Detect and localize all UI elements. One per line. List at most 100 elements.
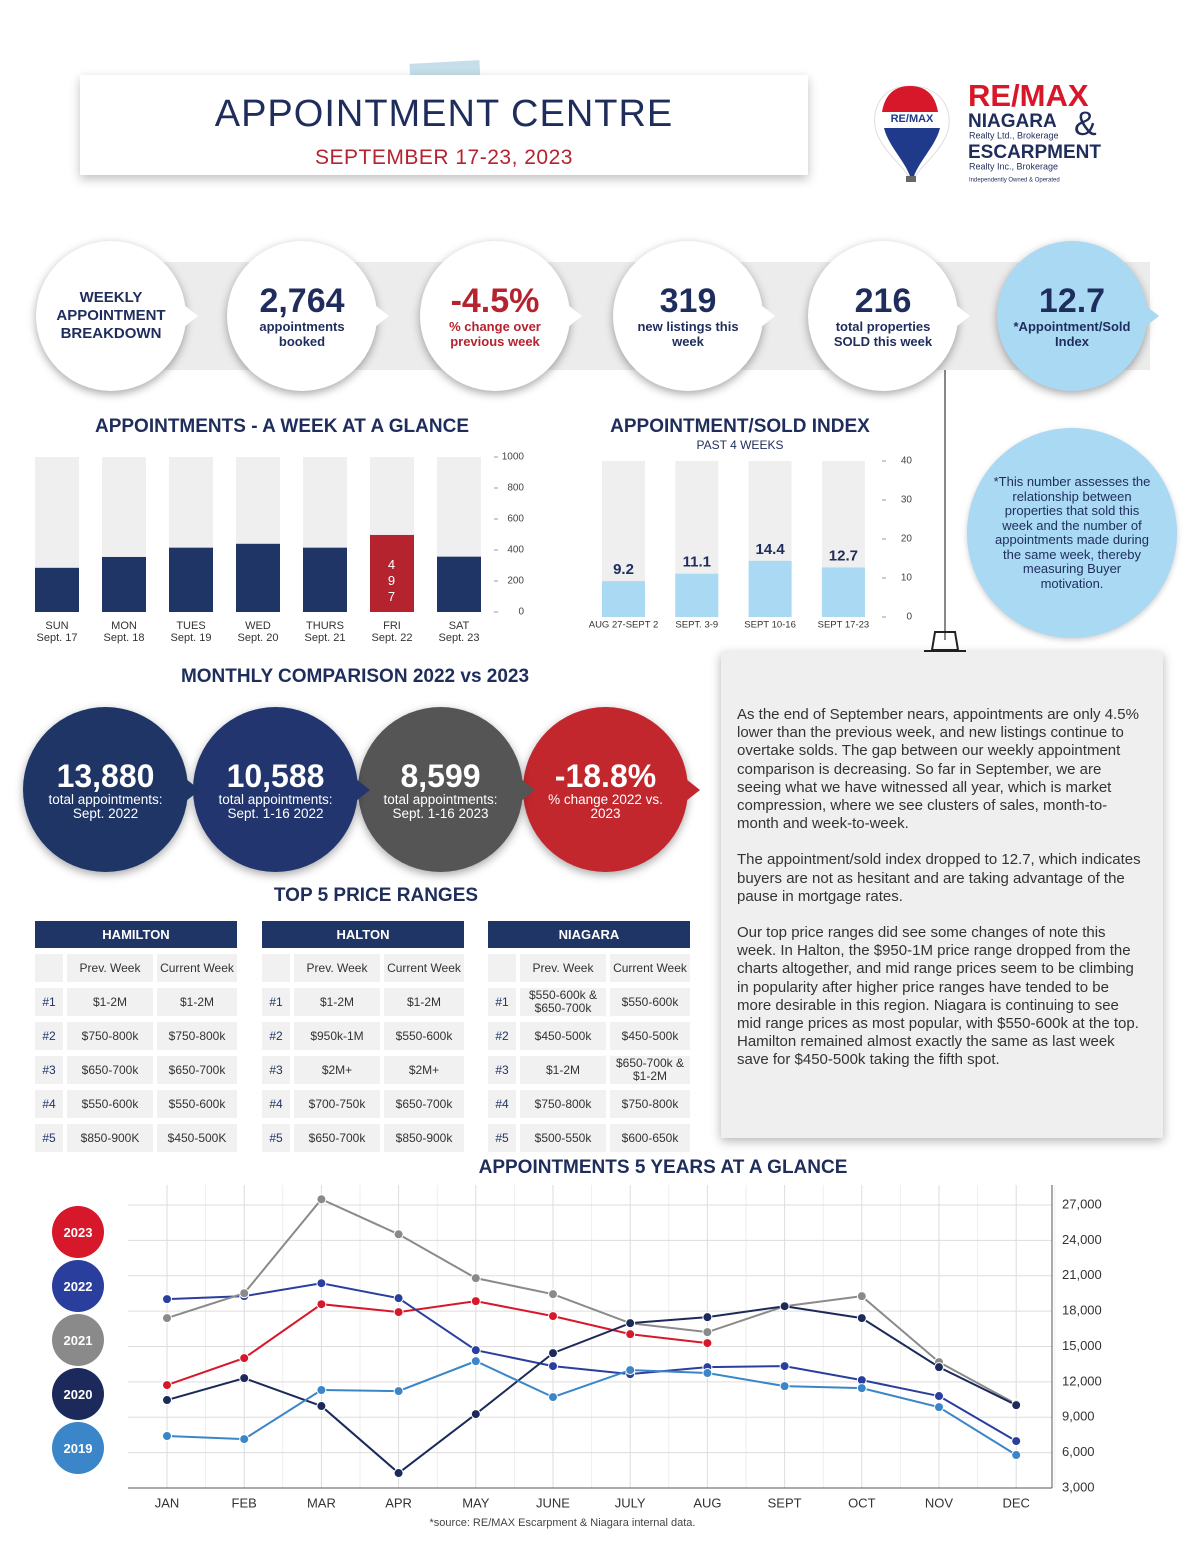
point [934,1362,944,1373]
x-tick-label: TUES [176,620,205,632]
column-header: Prev. Week [67,954,153,982]
point [1011,1436,1022,1447]
x-tick-label: SAT [449,620,470,632]
banner [80,75,808,175]
table-row: #5 $850-900K $450-500K [35,1124,237,1152]
point [548,1289,558,1300]
y-tick-label: 800 [507,483,524,494]
month-value: -18.8% [554,757,657,794]
column-header: Current Week [610,954,690,982]
point [779,1361,790,1372]
price-cell: $1-2M [384,988,464,1016]
month-circle: 8,599 total appointments: Sept. 1-16 2023 [358,707,535,872]
rank-cell: #1 [35,988,63,1016]
point [1011,1449,1022,1460]
table-row: #1 $1-2M $1-2M [35,988,237,1016]
rank-cell: #2 [262,1022,290,1050]
stat-label: new listings this week [637,319,739,349]
point [702,1312,713,1323]
bar [437,556,481,612]
price-cell: $550-600k [157,1090,237,1118]
point [779,1381,790,1392]
bar-value-label: 11.1 [683,554,711,571]
point [548,1392,558,1403]
source: *source: RE/MAX Escarpment & Niagara int… [429,1517,696,1529]
brand-note: Independently Owned & Operated [969,178,1060,184]
column-header: Prev. Week [294,954,380,982]
column-header: Prev. Week [520,954,606,982]
rank-cell: #3 [262,1056,290,1084]
point [702,1327,713,1338]
rank-cell: #5 [488,1124,516,1152]
bar [303,547,347,612]
month-label: total appointments: Sept. 1-16 2023 [383,791,498,821]
bar-value-label: 497 [384,556,399,605]
price-cell: $450-500k [610,1022,690,1050]
month-label: % change 2022 vs. 2023 [548,791,663,821]
y-tick-label: 0 [906,612,912,623]
rank-cell: #4 [35,1090,63,1118]
table-header-row: HALTON [262,921,464,948]
series-line [166,1282,1017,1442]
legend-item: 2020 [52,1368,104,1420]
legend-item: 2019 [52,1422,104,1474]
price-table: HAMILTON Prev. Week Current Week #1 $1-2M $1-… [31,915,241,1158]
legend-item: 2023 [52,1206,104,1258]
stat-value: 319 [659,282,717,320]
y-tick-label: 6,000 [1062,1444,1095,1459]
x-tick-label: APR [385,1495,412,1510]
x-tick-label: FRI [383,620,401,632]
price-cell: $600-650k [610,1124,690,1152]
stat-label: total properties SOLD this week [833,319,933,349]
stat-value: 12.7 [1038,282,1106,320]
x-tick-date: Sept. 20 [238,632,279,644]
point [856,1291,867,1302]
point [239,1434,250,1445]
subtitle: SEPTEMBER 17-23, 2023 [315,146,573,169]
y-tick-label: 400 [507,545,524,556]
y-tick-label: 3,000 [1062,1479,1095,1494]
x-tick-label: SEPT [768,1495,802,1510]
series-line [166,1198,1017,1405]
table-row: #2 $450-500k $450-500k [488,1022,690,1050]
column-row: Prev. Week Current Week [262,954,464,982]
table-header-row: HAMILTON [35,921,237,948]
point [393,1307,404,1318]
legend-item: 2021 [52,1314,104,1366]
x-tick-label: AUG [693,1495,721,1510]
paragraph: As the end of September nears, appointme… [737,706,1139,833]
table-row: #3 $1-2M $650-700k & $1-2M [488,1056,690,1084]
y-tick-label: 21,000 [1062,1267,1102,1282]
month-value: 13,880 [56,757,155,794]
point [470,1296,481,1307]
x-tick-label: MAR [307,1495,336,1510]
rank-cell: #1 [488,988,516,1016]
stat-circle: -4.5%% change over previous week [420,241,582,391]
point [316,1278,327,1289]
price-cell: $550-600k [67,1090,153,1118]
price-cell: $1-2M [520,1056,606,1084]
month-circle: -18.8%% change 2022 vs. 2023 [523,707,700,872]
table-row: #4 $700-750k $650-700k [262,1090,464,1118]
point [393,1468,404,1479]
x-tick-label: SEPT 10-16 [744,620,796,631]
month-value: 8,599 [400,757,481,794]
x-tick-date: Sept. 22 [372,632,413,644]
point [856,1313,867,1324]
stat-circle: 319 new listings this week [613,241,775,391]
x-tick-date: Sept. 21 [305,632,346,644]
x-tick-label: SEPT 17-23 [818,620,870,631]
point [934,1402,944,1413]
x-tick-label: DEC [1002,1495,1029,1510]
brand-line2: ESCARPMENT [968,142,1101,163]
x-tick-label: THURS [306,620,344,632]
point [1011,1400,1022,1411]
price-cell: $550-600k & $650-700k [520,988,606,1016]
x-tick-label: OCT [848,1495,876,1510]
bar-value-label: 12.7 [829,547,858,564]
series-line [166,1360,1017,1456]
price-cell: $1-2M [67,988,153,1016]
point [239,1288,250,1299]
column-header: Current Week [384,954,464,982]
y-tick-label: 12,000 [1062,1373,1102,1388]
